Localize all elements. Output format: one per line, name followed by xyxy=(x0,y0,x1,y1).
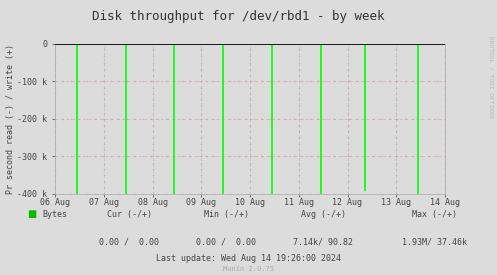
Y-axis label: Pr second read (-) / write (+): Pr second read (-) / write (+) xyxy=(5,44,14,194)
Text: Bytes: Bytes xyxy=(42,210,67,219)
Text: Last update: Wed Aug 14 19:26:00 2024: Last update: Wed Aug 14 19:26:00 2024 xyxy=(156,254,341,263)
Text: Min (-/+): Min (-/+) xyxy=(204,210,248,219)
Text: Max (-/+): Max (-/+) xyxy=(413,210,457,219)
Text: ■: ■ xyxy=(27,210,37,219)
Text: 0.00 /  0.00: 0.00 / 0.00 xyxy=(99,238,159,246)
Text: Munin 2.0.75: Munin 2.0.75 xyxy=(223,266,274,272)
Text: 1.93M/ 37.46k: 1.93M/ 37.46k xyxy=(403,238,467,246)
Text: 7.14k/ 90.82: 7.14k/ 90.82 xyxy=(293,238,353,246)
Text: Avg (-/+): Avg (-/+) xyxy=(301,210,345,219)
Text: 0.00 /  0.00: 0.00 / 0.00 xyxy=(196,238,256,246)
Text: RRDTOOL / TOBI OETIKER: RRDTOOL / TOBI OETIKER xyxy=(489,36,494,118)
Text: Cur (-/+): Cur (-/+) xyxy=(107,210,152,219)
Text: Disk throughput for /dev/rbd1 - by week: Disk throughput for /dev/rbd1 - by week xyxy=(92,10,385,23)
